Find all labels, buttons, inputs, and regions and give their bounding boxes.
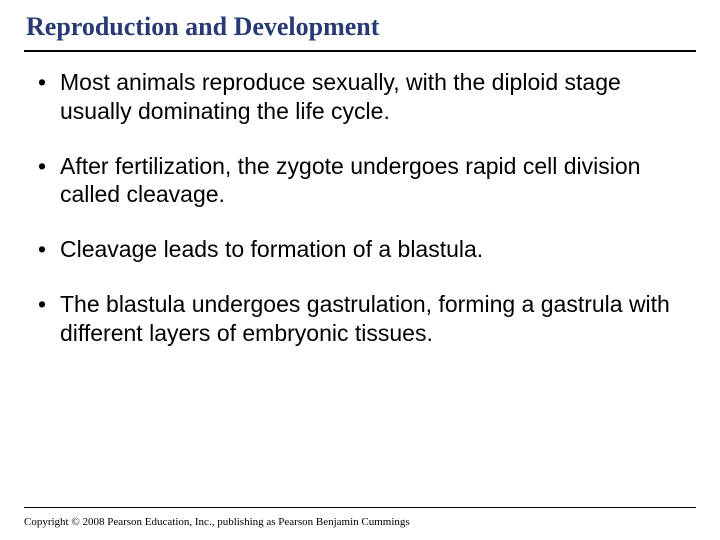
bullet-list: Most animals reproduce sexually, with th… <box>32 68 688 347</box>
list-item: Cleavage leads to formation of a blastul… <box>32 235 688 264</box>
slide-container: Reproduction and Development Most animal… <box>0 0 720 540</box>
copyright-text: Copyright © 2008 Pearson Education, Inc.… <box>24 516 410 528</box>
footer-divider <box>24 507 696 508</box>
list-item: Most animals reproduce sexually, with th… <box>32 68 688 126</box>
list-item: After fertilization, the zygote undergoe… <box>32 152 688 210</box>
page-title: Reproduction and Development <box>26 12 696 42</box>
title-divider <box>24 50 696 52</box>
list-item: The blastula undergoes gastrulation, for… <box>32 290 688 348</box>
